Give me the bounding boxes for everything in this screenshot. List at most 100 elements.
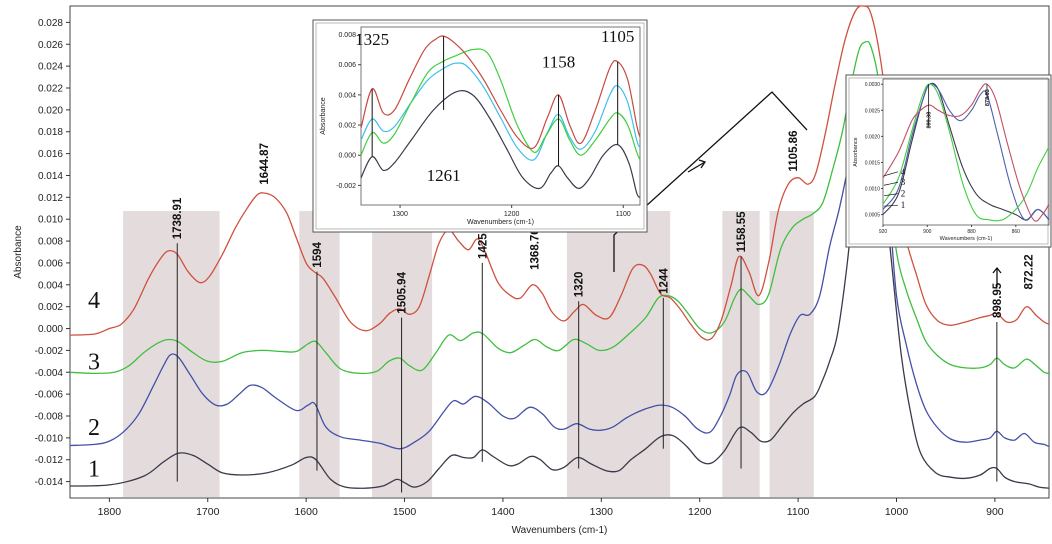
y-tick-label: 0.006 [38, 258, 63, 269]
inset-chart-1250: -0.002 0.000 0.002 0.004 0.006 0.008 1300 1200 1… [312, 19, 648, 233]
peak-label: 1738.91 [172, 197, 184, 239]
series-number-label: 2 [901, 189, 906, 199]
x-tick-label: 900 [986, 506, 1004, 518]
series-number-label: 2 [88, 415, 100, 441]
x-tick-label: 1500 [393, 506, 417, 518]
series-line-4 [882, 83, 1050, 222]
arrow-up-right-icon [687, 161, 706, 173]
x-tick-label: 880 [967, 229, 976, 235]
y-tick-label: -0.014 [35, 477, 64, 488]
y-tick-label: -0.012 [35, 455, 64, 466]
y-tick-label: 0.008 [38, 237, 63, 248]
peak-label: 1105.86 [788, 131, 800, 172]
y-tick-label: 0.002 [338, 123, 356, 130]
x-axis-label: Wavenumbers (cm-1) [940, 236, 993, 242]
inset-frame-inner [848, 77, 1049, 245]
y-tick-label: 0.004 [38, 280, 63, 291]
y-tick-label: 0.008 [338, 32, 356, 39]
y-tick-label: 0.020 [38, 105, 63, 116]
peak-label: 1505.94 [397, 271, 409, 313]
annotation-layer [613, 91, 1002, 287]
y-tick-label: 0.0020 [865, 134, 881, 140]
arrow-up-head-icon [992, 266, 1002, 274]
y-tick-label: 0.006 [338, 62, 356, 69]
y-tick-label: -0.004 [35, 368, 64, 379]
y-tick-label: 0.002 [38, 302, 63, 313]
y-tick-label: 0.012 [38, 193, 63, 204]
x-tick-label: 1300 [392, 211, 408, 218]
inset-frame [312, 19, 648, 233]
x-tick-label: 1400 [491, 506, 515, 518]
x-tick-label: 1200 [504, 211, 520, 218]
main-chart: -0.014 -0.012 -0.010 -0.008 -0.006 -0.004 -0.0… [13, 5, 1050, 536]
shaded-band [769, 211, 814, 497]
inset-plot-frame [360, 26, 641, 206]
y-axis-label: Absorbance [853, 137, 859, 166]
series-number-label: 4 [88, 288, 100, 314]
y-axis-label: Absorbance [320, 97, 327, 134]
x-tick-label: 1800 [98, 506, 122, 518]
y-tick-label: -0.006 [35, 390, 64, 401]
y-tick-label: 0.022 [38, 84, 63, 95]
series-leader-line [883, 171, 899, 177]
series-line-2 [69, 77, 1050, 450]
x-axis-label: Wavenumbers (cm-1) [512, 525, 608, 536]
series-line-1 [360, 90, 641, 198]
peak-label: 1320 [574, 272, 586, 298]
x-axis-label: Wavenumbers (cm-1) [467, 219, 534, 226]
x-tick-label: 1700 [196, 506, 220, 518]
plot-frame [69, 5, 1050, 499]
series-line-4 [360, 35, 641, 150]
y-tick-label: 0.024 [38, 62, 63, 73]
y-tick-label: 0.004 [338, 92, 356, 99]
series-number-label: 3 [901, 177, 906, 187]
x-tick-label: 1600 [294, 506, 318, 518]
series-line-1 [69, 111, 1050, 489]
peak-label: 1644.87 [259, 143, 271, 185]
series-leader-line [883, 204, 899, 207]
series-line-3 [360, 48, 641, 160]
y-tick-label: -0.010 [35, 433, 64, 444]
peak-label: 1158 [542, 53, 575, 72]
y-tick-label: 0.000 [338, 153, 356, 160]
peak-label: 1594 [312, 241, 324, 267]
y-tick-label: -0.008 [35, 412, 64, 423]
inset-plot-frame [882, 78, 1050, 226]
y-tick-label: 0.010 [38, 215, 63, 226]
peak-label: 872.22 [1023, 254, 1035, 289]
series-line-2 [882, 83, 1050, 221]
peak-label: 1368.76 [529, 228, 541, 270]
zoom-bracket-line [613, 91, 808, 272]
inset-chart-900: 0.0005 0.0010 0.0015 0.0020 0.0025 0.0030 920 9… [845, 74, 1052, 248]
y-tick-label: 0.016 [38, 149, 63, 160]
series-leader-line [883, 193, 899, 197]
y-tick-label: -0.002 [35, 346, 64, 357]
x-tick-label: 1300 [590, 506, 614, 518]
series-line-2 [360, 62, 641, 161]
peak-label: 1261 [427, 166, 461, 185]
y-axis-label: Absorbance [13, 225, 24, 279]
y-tick-label: -0.002 [336, 183, 356, 190]
peak-label: 1325 [355, 30, 389, 49]
peak-label: 898.95 [992, 282, 1004, 318]
series-number-label: 3 [88, 349, 100, 375]
inset-frame-inner [315, 22, 645, 230]
shaded-band [566, 211, 671, 497]
x-tick-label: 860 [1012, 229, 1021, 235]
peak-label: 1105 [601, 27, 634, 46]
y-tick-label: 0.0030 [865, 82, 881, 88]
inset-frame [845, 74, 1052, 248]
x-tick-label: 900 [923, 229, 932, 235]
y-tick-label: 0.018 [38, 127, 63, 138]
y-tick-label: 0.026 [38, 40, 63, 51]
y-tick-label: 0.0015 [865, 160, 881, 166]
peak-label: 899.38 [927, 112, 933, 129]
y-tick-label: 0.0025 [865, 108, 881, 114]
x-tick-label: 1200 [688, 506, 712, 518]
series-number-label: 4 [901, 167, 906, 177]
y-tick-label: 0.000 [38, 324, 63, 335]
series-leader-line [883, 181, 899, 186]
peak-label: 873.03 [985, 89, 991, 106]
